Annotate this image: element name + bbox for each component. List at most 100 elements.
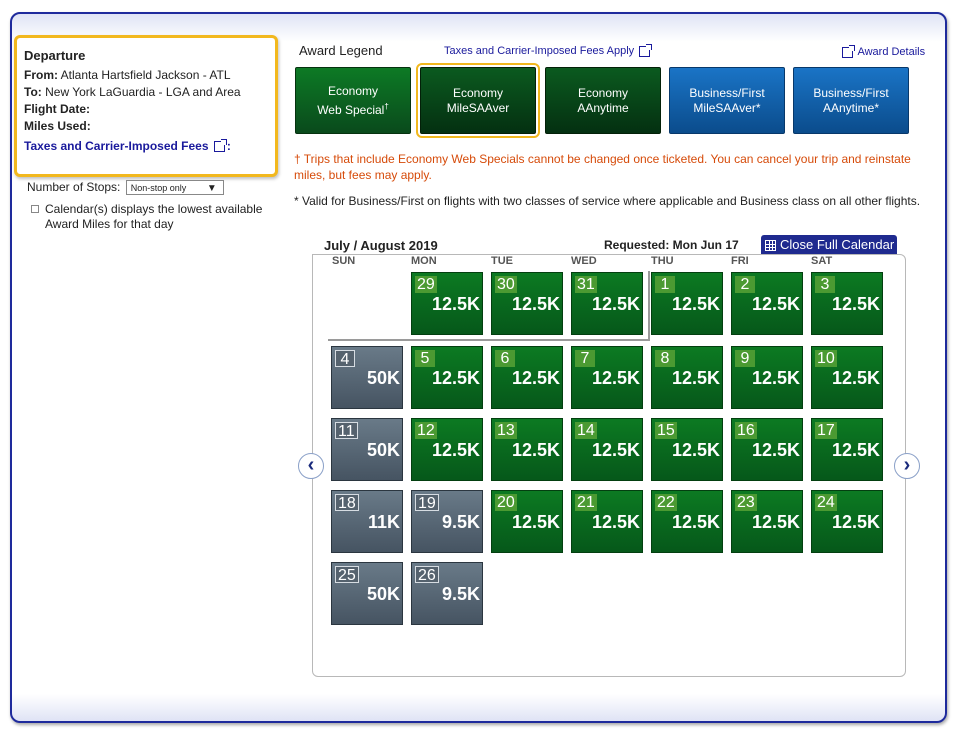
day-number: 21 <box>575 494 597 511</box>
legend-dagger-mark: † <box>384 101 389 111</box>
legend-label: Economy AAnytime <box>577 86 628 116</box>
day-number: 25 <box>335 566 359 584</box>
next-month-button[interactable]: › <box>894 453 920 479</box>
calendar-day[interactable]: 10 12.5K <box>811 346 883 409</box>
day-number: 8 <box>655 350 675 367</box>
day-miles: 12.5K <box>831 440 880 460</box>
day-miles: 50K <box>366 440 400 460</box>
miles-used-label: Miles Used: <box>24 119 91 133</box>
day-number: 6 <box>495 350 515 367</box>
weekday-mon: MON <box>411 255 437 267</box>
legend-line1: Economy <box>327 83 378 98</box>
calendar-day[interactable]: 4 50K <box>331 346 403 409</box>
calendar-day[interactable]: 15 12.5K <box>651 418 723 481</box>
calendar-icon <box>765 240 776 252</box>
calendar-day[interactable]: 22 12.5K <box>651 490 723 553</box>
day-miles: 12.5K <box>431 440 480 460</box>
calendar-day[interactable]: 18 11K <box>331 490 403 553</box>
to-row: To: New York LaGuardia - LGA and Area <box>24 85 269 99</box>
calendar-day[interactable]: 29 12.5K <box>411 272 483 335</box>
to-label: To: <box>24 85 42 99</box>
day-number: 2 <box>735 276 755 293</box>
close-full-calendar-button[interactable]: Close Full Calendar <box>761 235 897 254</box>
close-full-calendar-label: Close Full Calendar <box>780 237 895 252</box>
calendar-day[interactable]: 2 12.5K <box>731 272 803 335</box>
taxes-fees-link[interactable]: Taxes and Carrier-Imposed Fees : <box>24 139 269 153</box>
day-miles: 12.5K <box>751 512 800 532</box>
calendar-day[interactable]: 30 12.5K <box>491 272 563 335</box>
departure-title: Departure <box>24 48 86 63</box>
day-miles: 12.5K <box>591 368 640 388</box>
legend-line1: Business/First <box>813 85 889 100</box>
legend-economy-web-special[interactable]: Economy Web Special† <box>295 67 411 134</box>
day-miles: 11K <box>367 512 400 532</box>
day-number: 17 <box>815 422 837 439</box>
day-miles: 12.5K <box>671 440 720 460</box>
day-miles: 12.5K <box>751 368 800 388</box>
day-number: 13 <box>495 422 517 439</box>
legend-business-aanytime[interactable]: Business/First AAnytime* <box>793 67 909 134</box>
calendar-day[interactable]: 23 12.5K <box>731 490 803 553</box>
day-number: 1 <box>655 276 675 293</box>
calendar-day[interactable]: 19 9.5K <box>411 490 483 553</box>
taxes-fees-link-text: Taxes and Carrier-Imposed Fees <box>24 139 209 153</box>
calendar-option-text: Calendar(s) displays the lowest availabl… <box>45 202 263 231</box>
prev-month-button[interactable]: ‹ <box>298 453 324 479</box>
legend-label: Economy MileSAAver <box>447 86 509 116</box>
calendar-day[interactable]: 6 12.5K <box>491 346 563 409</box>
stops-label: Number of Stops: <box>27 180 121 194</box>
day-miles: 12.5K <box>751 440 800 460</box>
legend-economy-aanytime[interactable]: Economy AAnytime <box>545 67 661 134</box>
legend-title: Award Legend <box>299 43 383 58</box>
day-miles: 12.5K <box>591 294 640 314</box>
chevron-right-icon: › <box>903 454 911 476</box>
calendar-day[interactable]: 13 12.5K <box>491 418 563 481</box>
day-miles: 12.5K <box>431 294 480 314</box>
award-details-link[interactable]: Award Details <box>840 44 925 58</box>
day-number: 9 <box>735 350 755 367</box>
external-link-icon <box>213 139 227 153</box>
weekday-sat: SAT <box>811 255 833 267</box>
calendar-day[interactable]: 25 50K <box>331 562 403 625</box>
month-divider <box>328 339 650 341</box>
day-number: 23 <box>735 494 757 511</box>
day-miles: 12.5K <box>831 294 880 314</box>
legend-business-milesaaver[interactable]: Business/First MileSAAver* <box>669 67 785 134</box>
calendar-day[interactable]: 7 12.5K <box>571 346 643 409</box>
calendar-day[interactable]: 14 12.5K <box>571 418 643 481</box>
calendar-day[interactable]: 5 12.5K <box>411 346 483 409</box>
calendar-day[interactable]: 26 9.5K <box>411 562 483 625</box>
day-miles: 9.5K <box>441 584 480 604</box>
from-label: From: <box>24 68 58 82</box>
day-number: 16 <box>735 422 757 439</box>
calendar-day[interactable]: 8 12.5K <box>651 346 723 409</box>
legend-line1: Economy <box>452 85 504 100</box>
calendar-day[interactable]: 31 12.5K <box>571 272 643 335</box>
day-miles: 9.5K <box>441 512 480 532</box>
day-number: 5 <box>415 350 435 367</box>
fees-apply-link[interactable]: Taxes and Carrier-Imposed Fees Apply <box>444 43 653 57</box>
from-row: From: Atlanta Hartsfield Jackson - ATL <box>24 68 269 82</box>
day-number: 26 <box>415 566 439 584</box>
legend-label: Economy Web Special† <box>317 84 389 118</box>
calendar-day[interactable]: 3 12.5K <box>811 272 883 335</box>
day-number: 15 <box>655 422 677 439</box>
calendar-day[interactable]: 20 12.5K <box>491 490 563 553</box>
calendar-day[interactable]: 12 12.5K <box>411 418 483 481</box>
calendar-day[interactable]: 1 12.5K <box>651 272 723 335</box>
calendar-day[interactable]: 21 12.5K <box>571 490 643 553</box>
stops-select-value: Non-stop only <box>130 183 187 194</box>
calendar-day[interactable]: 11 50K <box>331 418 403 481</box>
day-miles: 12.5K <box>511 440 560 460</box>
miles-used-row: Miles Used: <box>24 119 269 133</box>
weekday-fri: FRI <box>731 255 749 267</box>
calendar-day[interactable]: 9 12.5K <box>731 346 803 409</box>
calendar-day[interactable]: 16 12.5K <box>731 418 803 481</box>
flight-date-label: Flight Date: <box>24 102 90 116</box>
day-number: 4 <box>335 350 355 368</box>
stops-select[interactable]: Non-stop only ▼ <box>125 180 224 196</box>
calendar-day[interactable]: 24 12.5K <box>811 490 883 553</box>
calendar-day[interactable]: 17 12.5K <box>811 418 883 481</box>
legend-economy-milesaaver[interactable]: Economy MileSAAver <box>416 63 540 138</box>
calendar-option-bullet <box>31 205 39 213</box>
